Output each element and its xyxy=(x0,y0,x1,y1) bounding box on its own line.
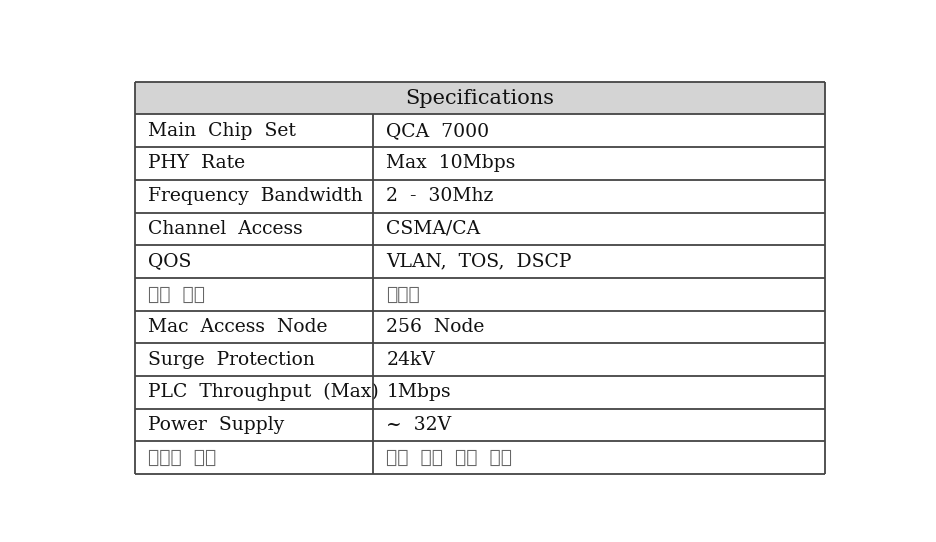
Bar xyxy=(373,147,825,180)
Text: 전력선: 전력선 xyxy=(386,285,419,304)
Bar xyxy=(135,343,373,376)
Bar xyxy=(135,82,825,114)
Bar xyxy=(373,409,825,441)
Text: Channel  Access: Channel Access xyxy=(148,220,302,238)
Bar xyxy=(373,311,825,343)
Text: Surge  Protection: Surge Protection xyxy=(148,351,314,369)
Text: 256  Node: 256 Node xyxy=(386,318,484,336)
Text: Specifications: Specifications xyxy=(405,88,554,107)
Bar xyxy=(135,376,373,409)
Bar xyxy=(373,245,825,278)
Bar xyxy=(373,343,825,376)
Text: Mac  Access  Node: Mac Access Node xyxy=(148,318,328,336)
Bar xyxy=(135,147,373,180)
Text: Max  10Mbps: Max 10Mbps xyxy=(386,154,515,172)
Bar xyxy=(373,441,825,474)
Text: Power  Supply: Power Supply xyxy=(148,416,285,434)
Bar xyxy=(135,114,373,147)
Bar xyxy=(135,245,373,278)
Text: Main  Chip  Set: Main Chip Set xyxy=(148,122,296,140)
Text: 24kV: 24kV xyxy=(386,351,434,369)
Bar xyxy=(135,441,373,474)
Bar xyxy=(135,278,373,311)
Bar xyxy=(373,278,825,311)
Bar xyxy=(373,376,825,409)
Text: 통신  장비  규격  준용: 통신 장비 규격 준용 xyxy=(386,448,512,467)
Bar xyxy=(135,311,373,343)
Bar xyxy=(135,180,373,212)
Text: ~  32V: ~ 32V xyxy=(386,416,451,434)
Bar xyxy=(135,212,373,245)
Bar xyxy=(135,409,373,441)
Bar xyxy=(373,212,825,245)
Text: VLAN,  TOS,  DSCP: VLAN, TOS, DSCP xyxy=(386,253,571,270)
Bar xyxy=(373,180,825,212)
Text: CSMA/CA: CSMA/CA xyxy=(386,220,480,238)
Text: 1Mbps: 1Mbps xyxy=(386,383,450,401)
Text: 전송  매체: 전송 매체 xyxy=(148,285,205,304)
Text: Frequency  Bandwidth: Frequency Bandwidth xyxy=(148,187,363,205)
Text: PHY  Rate: PHY Rate xyxy=(148,154,245,172)
Text: PLC  Throughput  (Max): PLC Throughput (Max) xyxy=(148,383,379,402)
Bar xyxy=(373,114,825,147)
Text: QOS: QOS xyxy=(148,253,192,270)
Text: 2  -  30Mhz: 2 - 30Mhz xyxy=(386,187,493,205)
Text: QCA  7000: QCA 7000 xyxy=(386,122,489,140)
Text: 신룰성  규격: 신룰성 규격 xyxy=(148,448,216,467)
